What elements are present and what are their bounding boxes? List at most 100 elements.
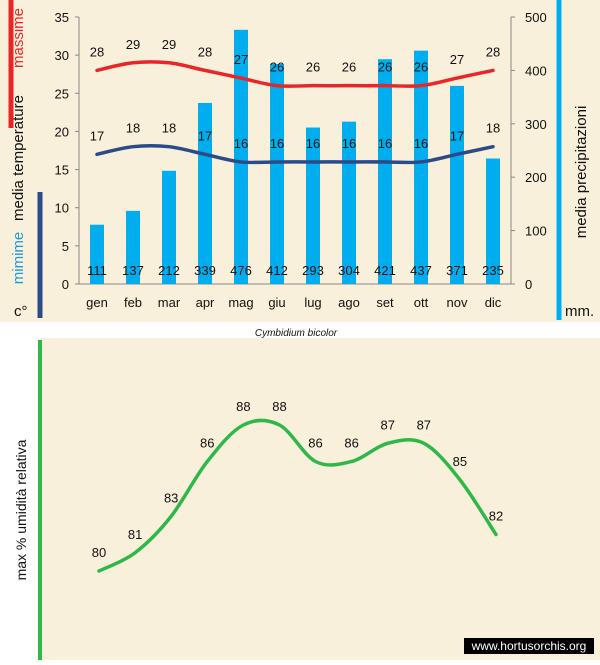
precip-bar bbox=[126, 210, 140, 284]
precip-label: 235 bbox=[482, 263, 504, 278]
chart-title: Cymbidium bicolor bbox=[255, 328, 338, 339]
max-temp-line bbox=[95, 60, 495, 88]
axis-label-massime: massime bbox=[10, 8, 27, 68]
precip-label: 476 bbox=[230, 263, 252, 278]
x-tick-label: apr bbox=[196, 295, 215, 310]
x-tick-label: ott bbox=[414, 295, 429, 310]
x-tick-label: mar bbox=[158, 295, 181, 310]
precip-bar bbox=[306, 127, 320, 285]
min-temp-label: 18 bbox=[126, 121, 140, 136]
humidity-label: 87 bbox=[380, 417, 394, 432]
max-temp-label: 26 bbox=[306, 60, 320, 75]
min-temp-label: 16 bbox=[234, 136, 248, 151]
max-temp-label: 27 bbox=[450, 52, 464, 67]
precip-label: 293 bbox=[302, 263, 324, 278]
humidity-label: 87 bbox=[417, 417, 431, 432]
max-temp-label: 27 bbox=[234, 52, 248, 67]
precipitation-bars bbox=[90, 29, 500, 285]
x-tick-label: gen bbox=[86, 295, 108, 310]
y-tick-label-left: 10 bbox=[55, 201, 69, 216]
humidity-label: 85 bbox=[453, 454, 467, 469]
x-tick-label: set bbox=[376, 295, 394, 310]
y-tick-label-left: 30 bbox=[55, 48, 69, 63]
min-temp-label: 16 bbox=[342, 136, 356, 151]
x-tick-label: lug bbox=[304, 295, 321, 310]
humidity-label: 82 bbox=[489, 509, 503, 524]
temperature-lines bbox=[95, 60, 495, 165]
precip-label: 421 bbox=[374, 263, 396, 278]
x-tick-label: nov bbox=[447, 295, 468, 310]
humidity-label: 81 bbox=[128, 527, 142, 542]
y-tick-label-right: 0 bbox=[525, 277, 532, 292]
precip-bar bbox=[234, 29, 248, 285]
humidity-label: 88 bbox=[236, 399, 250, 414]
min-temp-label: 17 bbox=[90, 128, 104, 143]
axis-label-temperature: media temperature bbox=[10, 95, 27, 221]
precip-label: 371 bbox=[446, 263, 468, 278]
precip-label: 339 bbox=[194, 263, 216, 278]
humidity-label: 86 bbox=[344, 436, 358, 451]
y-tick-label-left: 0 bbox=[62, 277, 69, 292]
max-temp-label: 26 bbox=[342, 60, 356, 75]
precip-bar bbox=[450, 85, 464, 284]
temp-unit-label: c° bbox=[14, 303, 28, 320]
precip-bar bbox=[198, 102, 212, 284]
min-temp-label: 16 bbox=[378, 136, 392, 151]
max-temp-label: 26 bbox=[270, 60, 284, 75]
min-temp-label: 16 bbox=[414, 136, 428, 151]
x-tick-label: dic bbox=[485, 295, 502, 310]
y-tick-label-right: 400 bbox=[525, 63, 547, 78]
y-tick-label-right: 300 bbox=[525, 117, 547, 132]
min-temp-label: 16 bbox=[270, 136, 284, 151]
max-temp-label: 26 bbox=[378, 60, 392, 75]
humidity-label: 86 bbox=[308, 436, 322, 451]
y-tick-label-left: 35 bbox=[55, 10, 69, 25]
precip-bar bbox=[414, 50, 428, 284]
precip-label: 412 bbox=[266, 263, 288, 278]
humidity-label: 83 bbox=[164, 490, 178, 505]
max-temp-label: 26 bbox=[414, 60, 428, 75]
x-tick-label: giu bbox=[268, 295, 285, 310]
min-temp-label: 18 bbox=[162, 121, 176, 136]
humidity-panel-background bbox=[40, 338, 600, 660]
max-temp-label: 29 bbox=[162, 37, 176, 52]
y-tick-label-left: 25 bbox=[55, 86, 69, 101]
axis-label-precipitazioni: media precipitazioni bbox=[573, 106, 590, 239]
max-temp-label: 29 bbox=[126, 37, 140, 52]
humidity-label: 88 bbox=[272, 399, 286, 414]
min-temp-label: 16 bbox=[306, 136, 320, 151]
min-temp-line bbox=[95, 143, 495, 165]
x-tick-label: mag bbox=[228, 295, 253, 310]
y-tick-label-left: 15 bbox=[55, 163, 69, 178]
max-temp-label: 28 bbox=[198, 44, 212, 59]
y-tick-label-right: 100 bbox=[525, 224, 547, 239]
x-tick-label: feb bbox=[124, 295, 142, 310]
data-labels: 28 29 29 28 27 26 26 26 26 26 27 28 17 18 18 17 16 16 16 16… bbox=[87, 37, 504, 278]
humidity-line bbox=[97, 418, 498, 573]
max-temp-label: 28 bbox=[486, 44, 500, 59]
precip-label: 304 bbox=[338, 263, 360, 278]
precip-bar bbox=[162, 170, 176, 284]
humidity-label: 80 bbox=[92, 545, 106, 560]
y-tick-label-left: 20 bbox=[55, 124, 69, 139]
x-tick-label: ago bbox=[338, 295, 360, 310]
humidity-chart: 80 81 83 86 88 88 86 86 87 87 85 82 bbox=[92, 399, 503, 573]
y-tick-label-right: 500 bbox=[525, 10, 547, 25]
precip-label: 212 bbox=[158, 263, 180, 278]
max-temp-label: 28 bbox=[90, 44, 104, 59]
humidity-axis-label: max % umidità relativa bbox=[13, 439, 29, 580]
y-tick-label-left: 5 bbox=[62, 239, 69, 254]
watermark: www.hortusorchis.org bbox=[464, 638, 594, 654]
precip-label: 437 bbox=[410, 263, 432, 278]
min-temp-label: 17 bbox=[450, 128, 464, 143]
y-tick-label-right: 200 bbox=[525, 170, 547, 185]
precip-bar bbox=[378, 59, 392, 284]
precip-bar bbox=[270, 63, 284, 284]
humidity-label: 86 bbox=[200, 436, 214, 451]
precip-unit-label: mm. bbox=[565, 303, 594, 320]
precip-label: 137 bbox=[122, 263, 144, 278]
min-temp-label: 18 bbox=[486, 121, 500, 136]
